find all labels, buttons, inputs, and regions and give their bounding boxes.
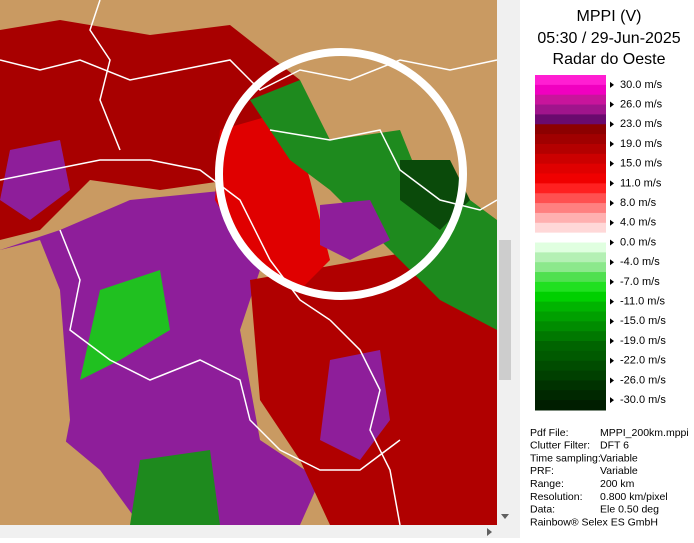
- info-key: Pdf File:: [530, 427, 569, 439]
- legend-swatch: [535, 134, 606, 145]
- info-block: Pdf File: MPPI_200km.mppi Clutter Filter: D…: [530, 427, 689, 529]
- scrollbars: [0, 0, 520, 538]
- info-value: Variable: [600, 452, 638, 464]
- legend-swatch: [535, 380, 606, 391]
- legend-marker: [610, 180, 614, 187]
- legend-swatch: [535, 272, 606, 283]
- legend-label: 15.0 m/s: [620, 158, 663, 170]
- legend-swatch: [535, 301, 606, 312]
- legend-time: 05:30 / 29-Jun-2025: [537, 30, 680, 47]
- legend-marker: [610, 338, 614, 345]
- legend-label: 19.0 m/s: [620, 138, 663, 150]
- info-value: Ele 0.50 deg: [600, 504, 659, 516]
- legend-swatch: [535, 311, 606, 322]
- info-value: Variable: [600, 465, 638, 477]
- legend-swatch: [535, 153, 606, 165]
- legend-label: -15.0 m/s: [620, 315, 666, 327]
- legend-swatch: [535, 163, 606, 175]
- radar-map: [0, 0, 498, 526]
- legend: MPPI (V) 05:30 / 29-Jun-2025 Radar do Oe…: [535, 8, 681, 411]
- legend-swatch: [535, 173, 606, 184]
- legend-label: -26.0 m/s: [620, 374, 666, 386]
- legend-swatch: [535, 341, 606, 352]
- info-value: 0.800 km/pixel: [600, 491, 668, 503]
- info-value: DFT 6: [600, 440, 629, 452]
- legend-label: -11.0 m/s: [620, 296, 666, 308]
- legend-swatch: [535, 212, 606, 224]
- legend-label: -22.0 m/s: [620, 355, 666, 367]
- legend-marker: [610, 278, 614, 285]
- legend-marker: [610, 101, 614, 108]
- info-key: Clutter Filter:: [530, 440, 590, 452]
- legend-marker: [610, 397, 614, 404]
- legend-swatch: [535, 350, 606, 362]
- info-key: Data:: [530, 504, 555, 516]
- legend-marker: [610, 160, 614, 167]
- legend-label: -4.0 m/s: [620, 256, 660, 268]
- legend-swatch: [535, 331, 606, 342]
- info-key: Range:: [530, 478, 564, 490]
- legend-label: 8.0 m/s: [620, 197, 657, 209]
- info-footer: Rainbow® Selex ES GmbH: [530, 516, 658, 528]
- legend-swatch: [535, 291, 606, 303]
- legend-label: 4.0 m/s: [620, 217, 657, 229]
- legend-swatch: [535, 390, 606, 401]
- legend-marker: [610, 219, 614, 226]
- legend-swatch: [535, 222, 606, 234]
- legend-swatch: [535, 232, 606, 243]
- legend-marker: [610, 81, 614, 88]
- legend-swatch: [535, 360, 606, 372]
- legend-marker: [610, 357, 614, 364]
- info-key: PRF:: [530, 465, 554, 477]
- legend-label: 11.0 m/s: [620, 177, 662, 189]
- legend-marker: [610, 121, 614, 128]
- legend-swatch: [535, 242, 606, 253]
- legend-label: -19.0 m/s: [620, 335, 666, 347]
- legend-marker: [610, 259, 614, 266]
- legend-marker: [610, 377, 614, 384]
- info-value: 200 km: [600, 478, 635, 490]
- legend-title: MPPI (V): [577, 8, 642, 25]
- legend-label: -30.0 m/s: [620, 394, 666, 406]
- legend-swatch: [535, 143, 606, 155]
- legend-swatch: [535, 183, 606, 194]
- legend-marker: [610, 318, 614, 325]
- legend-marker: [610, 140, 614, 147]
- legend-label: 23.0 m/s: [620, 118, 663, 130]
- legend-swatch: [535, 370, 606, 381]
- legend-swatch: [535, 281, 606, 293]
- legend-swatch: [535, 94, 606, 106]
- legend-swatch: [535, 114, 606, 125]
- legend-label: 30.0 m/s: [620, 79, 663, 91]
- legend-swatch: [535, 104, 606, 115]
- legend-swatch: [535, 321, 606, 332]
- legend-swatch: [535, 124, 606, 135]
- legend-swatch: [535, 84, 606, 96]
- legend-radar: Radar do Oeste: [553, 51, 666, 68]
- legend-label: 0.0 m/s: [620, 236, 657, 248]
- legend-label: -7.0 m/s: [620, 276, 660, 288]
- legend-marker: [610, 239, 614, 246]
- legend-swatch: [535, 203, 606, 214]
- legend-swatch: [535, 75, 606, 86]
- legend-swatch: [535, 400, 606, 411]
- info-value: MPPI_200km.mppi: [600, 427, 689, 439]
- legend-swatch: [535, 262, 606, 273]
- legend-swatch: [535, 252, 606, 263]
- legend-marker: [610, 298, 614, 305]
- legend-marker: [610, 200, 614, 207]
- legend-swatch: [535, 193, 606, 204]
- info-key: Resolution:: [530, 491, 583, 503]
- legend-label: 26.0 m/s: [620, 98, 663, 110]
- info-key: Time sampling:: [530, 452, 601, 464]
